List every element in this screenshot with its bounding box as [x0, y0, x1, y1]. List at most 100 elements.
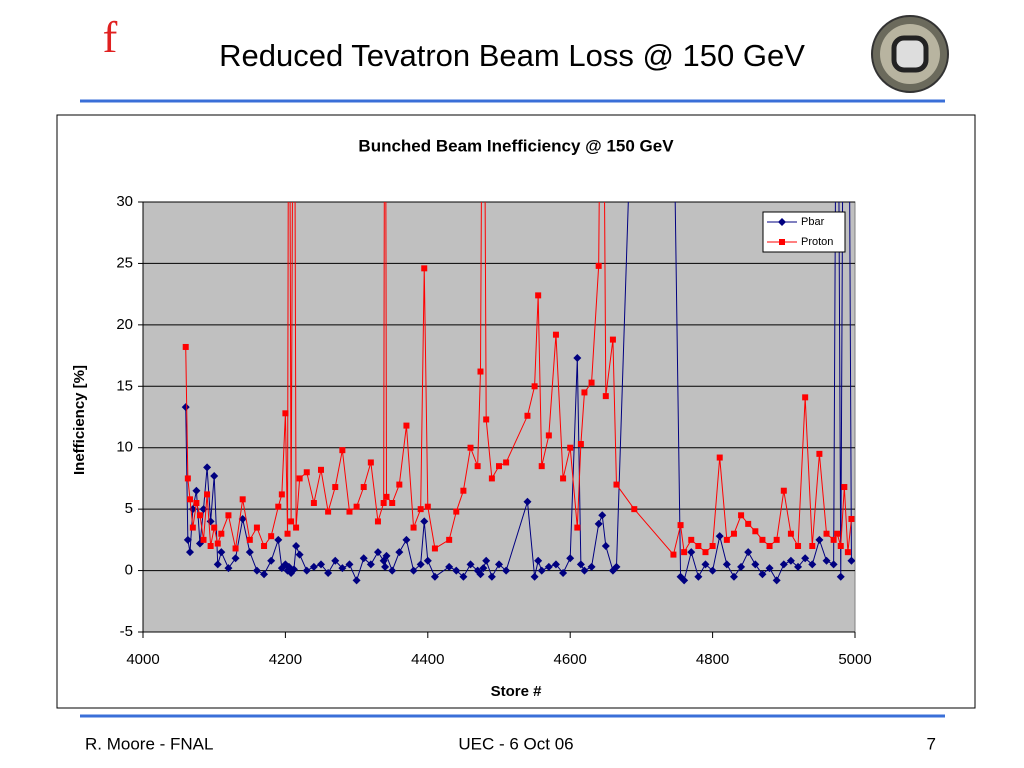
data-point	[467, 444, 474, 451]
data-point	[310, 500, 317, 506]
data-point	[232, 545, 239, 552]
data-point	[409, 566, 418, 575]
data-point	[745, 520, 752, 527]
data-point	[239, 496, 246, 503]
data-point	[722, 560, 731, 569]
data-point	[289, 565, 298, 574]
data-point	[204, 491, 211, 498]
data-point	[566, 554, 575, 563]
data-point	[837, 543, 844, 549]
data-point	[715, 532, 724, 541]
data-point	[779, 560, 788, 569]
data-point	[702, 549, 709, 556]
data-point	[552, 331, 559, 338]
data-point	[587, 562, 596, 571]
data-point	[598, 511, 607, 520]
y-tick-label: 5	[125, 500, 133, 517]
data-point	[581, 389, 588, 396]
data-point	[602, 393, 609, 400]
data-point	[185, 548, 194, 557]
data-point	[595, 262, 602, 269]
x-tick-label: 4000	[126, 651, 159, 668]
data-point	[395, 548, 404, 557]
data-point	[410, 524, 417, 531]
data-point	[417, 506, 424, 513]
data-point	[841, 484, 848, 491]
data-point	[317, 560, 325, 569]
data-point	[594, 519, 603, 528]
data-point	[274, 535, 283, 544]
data-point	[482, 556, 491, 565]
data-point	[495, 560, 503, 569]
data-point	[759, 536, 766, 543]
data-point	[210, 471, 219, 480]
data-point	[729, 572, 738, 581]
data-point	[737, 562, 746, 571]
data-point	[765, 564, 774, 573]
data-point	[680, 576, 689, 585]
data-point	[694, 572, 703, 581]
data-point	[325, 508, 332, 515]
data-point	[431, 545, 438, 552]
data-point	[474, 463, 481, 470]
data-point	[523, 497, 532, 506]
data-point	[787, 530, 794, 537]
data-point	[260, 570, 269, 579]
logo-letter: f	[103, 13, 118, 62]
data-point	[246, 536, 253, 543]
data-point	[224, 564, 233, 573]
data-point	[225, 512, 232, 519]
data-point	[303, 469, 310, 476]
data-point	[631, 506, 638, 513]
data-point	[716, 454, 723, 461]
x-tick-label: 4800	[696, 651, 729, 668]
data-point	[483, 416, 490, 423]
data-point	[331, 556, 340, 565]
data-point	[420, 517, 429, 526]
data-point	[346, 508, 353, 515]
y-tick-label: 25	[116, 254, 133, 271]
data-point	[196, 512, 203, 519]
chart-title: Bunched Beam Inefficiency @ 150 GeV	[358, 136, 674, 155]
data-point	[293, 524, 300, 531]
data-point	[309, 562, 318, 571]
data-point	[267, 556, 276, 565]
data-point	[534, 556, 543, 565]
data-point	[613, 481, 620, 488]
data-point	[403, 422, 410, 429]
data-point	[588, 379, 595, 386]
data-point	[388, 566, 397, 575]
data-point	[183, 535, 192, 544]
data-point	[573, 354, 582, 363]
data-point	[752, 528, 759, 535]
data-point	[847, 556, 855, 565]
data-point	[681, 549, 688, 556]
y-axis-label: Inefficiency [%]	[71, 365, 88, 475]
data-point	[189, 524, 196, 531]
data-point	[730, 530, 737, 537]
data-point	[772, 576, 781, 585]
data-point	[488, 475, 495, 482]
y-tick-label: -5	[120, 623, 133, 640]
data-point	[352, 576, 361, 585]
data-point	[808, 560, 817, 569]
data-point	[780, 487, 787, 494]
data-point	[577, 441, 584, 448]
logo-emblem	[871, 15, 949, 93]
data-point	[182, 343, 189, 350]
data-point	[502, 566, 511, 575]
data-point	[275, 503, 282, 510]
data-point	[231, 554, 240, 563]
data-point	[751, 560, 760, 569]
data-point	[284, 530, 291, 537]
data-point	[424, 503, 431, 510]
data-point	[199, 505, 208, 514]
data-point	[193, 500, 200, 506]
data-point	[245, 548, 254, 557]
data-point	[786, 556, 795, 565]
plot-clip	[181, 202, 855, 585]
x-tick-label: 4200	[269, 651, 302, 668]
data-point	[503, 459, 510, 466]
data-point	[278, 491, 285, 498]
data-point	[200, 536, 207, 543]
